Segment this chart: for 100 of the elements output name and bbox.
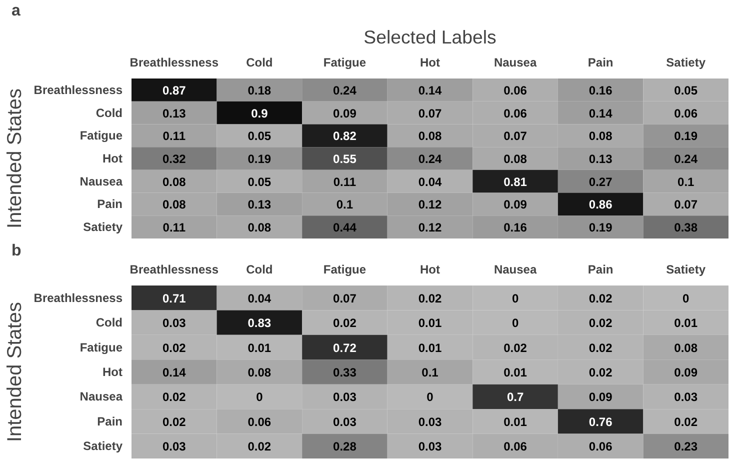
data-label: 0.03 — [674, 390, 698, 404]
x-tick-label: Pain — [588, 262, 614, 276]
data-label: 0.02 — [504, 340, 528, 355]
data-label: 0.1 — [422, 366, 439, 380]
data-label: 0.18 — [248, 83, 272, 98]
data-label: 0.04 — [248, 291, 272, 306]
data-label: 0 — [256, 390, 264, 404]
y-tick-label: Hot — [102, 152, 123, 166]
data-label: 0.71 — [162, 291, 186, 306]
y-tick-label: Cold — [96, 106, 123, 120]
data-label: 0.02 — [333, 316, 357, 330]
data-label: 0.76 — [588, 414, 613, 429]
y-tick-label: Pain — [97, 197, 122, 212]
data-label: 0.83 — [248, 316, 272, 330]
text: b — [12, 242, 22, 260]
data-label: 0.02 — [588, 291, 613, 306]
y-axis-title: Intended States — [4, 88, 26, 229]
data-label: 0 — [512, 291, 519, 306]
data-label: 0.33 — [333, 366, 357, 380]
data-label: 0.03 — [418, 414, 442, 429]
y-tick-label: Nausea — [80, 174, 123, 188]
data-label: 0.02 — [588, 340, 613, 355]
data-label: 0.87 — [162, 83, 186, 98]
y-tick-label: Hot — [102, 365, 123, 379]
x-tick-label: Breathlessness — [130, 56, 219, 70]
data-label: 0.14 — [588, 106, 613, 120]
data-label: 0.19 — [248, 152, 272, 166]
data-label: 0.09 — [588, 390, 613, 404]
data-label: 0.08 — [248, 220, 272, 235]
data-label: 0.09 — [504, 198, 528, 212]
data-label: 0.01 — [504, 366, 528, 380]
data-label: 0.11 — [333, 174, 356, 189]
data-label: 0.09 — [333, 106, 357, 120]
data-label: 0.16 — [504, 220, 528, 235]
x-tick-label: Breathlessness — [130, 262, 219, 276]
y-tick-label: Pain — [97, 414, 122, 428]
data-label: 0.13 — [248, 198, 272, 212]
x-tick-label: Nausea — [494, 56, 537, 70]
data-label: 0.9 — [251, 106, 268, 120]
data-label: 0.02 — [674, 414, 698, 429]
data-label: 0.08 — [588, 129, 613, 144]
data-label: 0.12 — [418, 220, 442, 235]
data-label: 0.13 — [588, 152, 613, 166]
data-label: 0.05 — [674, 83, 698, 98]
data-label: 0.32 — [162, 152, 186, 166]
data-label: 0.03 — [162, 316, 186, 330]
x-tick-label: Hot — [420, 262, 440, 276]
data-label: 0.05 — [248, 129, 272, 144]
x-tick-label: Satiety — [666, 56, 706, 70]
data-label: 0.06 — [248, 414, 272, 429]
data-label: 0.1 — [336, 198, 354, 212]
data-label: 0.03 — [162, 440, 186, 454]
data-label: 0 — [682, 291, 690, 306]
data-label: 0.72 — [333, 340, 357, 355]
data-label: 0.01 — [418, 316, 442, 330]
data-label: 0.86 — [588, 198, 613, 212]
data-label: 0.08 — [504, 152, 528, 166]
data-label: 0.11 — [162, 129, 186, 144]
data-label: 0.02 — [162, 340, 186, 355]
data-label: 0.23 — [674, 440, 698, 454]
data-label: 0.13 — [162, 106, 186, 120]
data-label: 0.06 — [504, 440, 528, 454]
data-label: 0.28 — [333, 440, 357, 454]
data-label: 0.07 — [418, 106, 442, 120]
y-tick-label: Breathlessness — [34, 290, 123, 305]
x-tick-label: Nausea — [494, 262, 537, 276]
data-label: 0.01 — [418, 340, 442, 355]
data-label: 0.7 — [506, 390, 524, 404]
data-label: 0.03 — [333, 390, 357, 404]
data-label: 0.06 — [504, 106, 528, 120]
y-tick-label: Fatigue — [80, 128, 123, 143]
data-label: 0.19 — [588, 220, 613, 235]
data-label: 0.02 — [588, 316, 613, 330]
data-label: 0.02 — [588, 366, 613, 380]
y-tick-label: Cold — [96, 316, 123, 330]
data-label: 0.14 — [162, 366, 186, 380]
y-tick-label: Nausea — [80, 390, 123, 404]
x-tick-label: Pain — [588, 56, 614, 70]
data-label: 0.06 — [504, 83, 528, 98]
y-tick-label: Satiety — [83, 220, 123, 234]
data-label: 0.02 — [248, 440, 272, 454]
data-label: 0.11 — [162, 220, 186, 235]
x-tick-label: Cold — [246, 262, 273, 276]
data-label: 0.03 — [333, 414, 357, 429]
data-label: 0.08 — [162, 198, 186, 212]
data-label: 0.08 — [418, 129, 442, 144]
data-label: 0.14 — [418, 83, 442, 98]
data-label: 0.12 — [418, 198, 442, 212]
data-label: 0.81 — [504, 174, 528, 189]
data-label: 0.08 — [162, 174, 186, 189]
data-label: 0.07 — [333, 291, 357, 306]
data-label: 0.24 — [674, 152, 698, 166]
data-label: 0.01 — [248, 340, 272, 355]
data-label: 0.08 — [674, 340, 698, 355]
data-label: 0 — [512, 316, 519, 330]
data-label: 0.16 — [588, 83, 613, 98]
data-label: 0.82 — [333, 129, 357, 144]
x-tick-label: Fatigue — [323, 262, 366, 276]
data-label: 0.24 — [333, 83, 357, 98]
data-label: 0.02 — [162, 390, 186, 404]
